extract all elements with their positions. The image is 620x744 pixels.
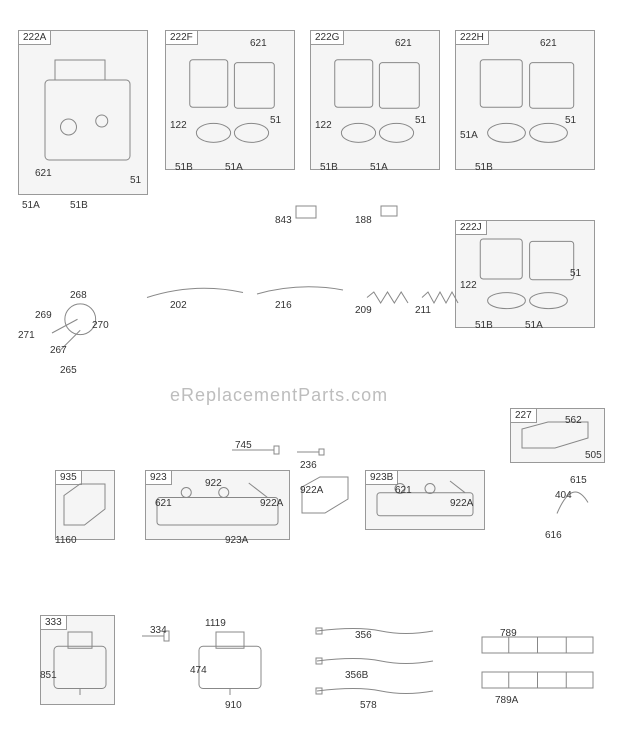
callout-label: 51B	[475, 162, 493, 173]
part-wire	[315, 655, 435, 667]
part-spring	[365, 290, 410, 305]
callout-label: 922A	[300, 485, 323, 496]
callout-label: 356	[355, 630, 372, 641]
callout-label: 505	[585, 450, 602, 461]
callout-label: 268	[70, 290, 87, 301]
callout-label: 621	[250, 38, 267, 49]
callout-label: 51	[130, 175, 141, 186]
callout-label: 236	[300, 460, 317, 471]
group-tab-222H: 222H	[455, 30, 489, 45]
part-gasket-set	[330, 55, 425, 150]
part-module	[50, 630, 110, 695]
callout-label: 265	[60, 365, 77, 376]
callout-label: 51A	[22, 200, 40, 211]
callout-label: 922A	[450, 498, 473, 509]
callout-label: 51B	[70, 200, 88, 211]
callout-label: 474	[190, 665, 207, 676]
callout-label: 51	[270, 115, 281, 126]
callout-label: 621	[395, 485, 412, 496]
part-rail	[480, 635, 595, 655]
callout-label: 851	[40, 670, 57, 681]
part-bracket	[62, 482, 107, 527]
callout-label: 922A	[260, 498, 283, 509]
callout-label: 1119	[205, 618, 226, 629]
part-gasket-set	[475, 235, 580, 315]
callout-label: 51A	[225, 162, 243, 173]
part-rod	[255, 280, 345, 300]
callout-label: 621	[395, 38, 412, 49]
callout-label: 269	[35, 310, 52, 321]
part-rail	[480, 670, 595, 690]
part-block	[295, 205, 317, 219]
callout-label: 745	[235, 440, 252, 451]
part-wire	[315, 625, 435, 637]
group-tab-222G: 222G	[310, 30, 344, 45]
callout-label: 923A	[225, 535, 248, 546]
callout-label: 334	[150, 625, 167, 636]
group-tab-222A: 222A	[18, 30, 51, 45]
callout-label: 621	[35, 168, 52, 179]
part-block	[380, 205, 398, 217]
callout-label: 209	[355, 305, 372, 316]
callout-label: 356B	[345, 670, 368, 681]
callout-label: 621	[540, 38, 557, 49]
callout-label: 51	[570, 268, 581, 279]
callout-label: 910	[225, 700, 242, 711]
callout-label: 270	[92, 320, 109, 331]
callout-label: 122	[170, 120, 187, 131]
callout-label: 578	[360, 700, 377, 711]
callout-label: 122	[460, 280, 477, 291]
callout-label: 216	[275, 300, 292, 311]
callout-label: 615	[570, 475, 587, 486]
callout-label: 51A	[370, 162, 388, 173]
callout-label: 202	[170, 300, 187, 311]
part-gasket-set	[185, 55, 280, 150]
group-tab-222F: 222F	[165, 30, 198, 45]
group-tab-333: 333	[40, 615, 67, 630]
watermark-text: eReplacementParts.com	[170, 385, 388, 406]
callout-label: 922	[205, 478, 222, 489]
callout-label: 404	[555, 490, 572, 501]
diagram-canvas: eReplacementParts.com 222A 222F 222G 222…	[0, 0, 620, 744]
part-screw	[295, 448, 325, 456]
callout-label: 1160	[55, 535, 77, 546]
callout-label: 51B	[475, 320, 493, 331]
callout-label: 843	[275, 215, 292, 226]
callout-label: 271	[18, 330, 35, 341]
part-module	[195, 630, 265, 695]
part-rod	[145, 280, 245, 305]
part-gasket-set	[475, 55, 580, 150]
callout-label: 51B	[175, 162, 193, 173]
callout-label: 51	[565, 115, 576, 126]
callout-label: 789A	[495, 695, 518, 706]
part-spring	[420, 290, 460, 305]
callout-label: 122	[315, 120, 332, 131]
callout-label: 211	[415, 305, 431, 316]
callout-label: 562	[565, 415, 582, 426]
callout-label: 51B	[320, 162, 338, 173]
callout-label: 51	[415, 115, 426, 126]
group-tab-222J: 222J	[455, 220, 487, 235]
callout-label: 267	[50, 345, 67, 356]
callout-label: 616	[545, 530, 562, 541]
part-assembly	[40, 55, 135, 175]
part-wire	[315, 685, 435, 697]
callout-label: 51A	[525, 320, 543, 331]
callout-label: 188	[355, 215, 372, 226]
callout-label: 51A	[460, 130, 478, 141]
callout-label: 621	[155, 498, 172, 509]
callout-label: 789	[500, 628, 517, 639]
